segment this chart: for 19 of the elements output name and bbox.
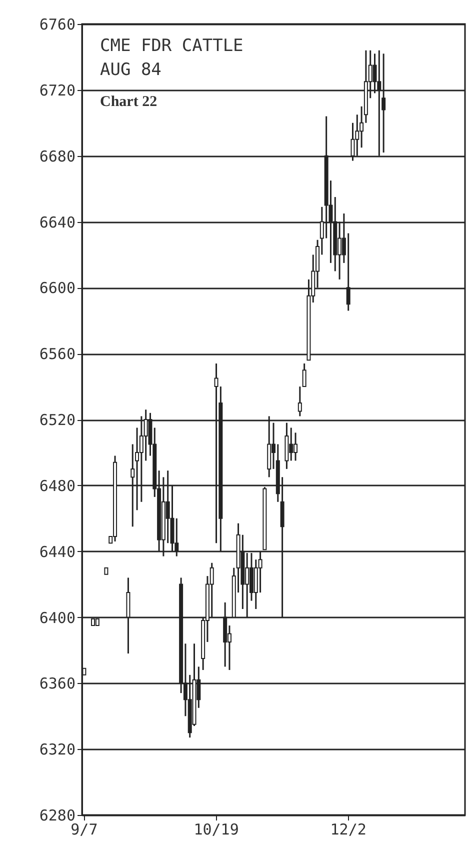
y-tick-label: 6600: [39, 279, 76, 298]
y-tick-label: 6440: [39, 542, 76, 561]
y-tick-label: 6720: [39, 81, 76, 100]
y-tick-label: 6520: [39, 411, 76, 429]
x-tick-label: 12/2: [330, 820, 366, 838]
candlestick: [298, 386, 302, 417]
y-tick-label: 6360: [39, 674, 76, 693]
y-tick-label: 6640: [39, 213, 76, 232]
y-tick-label: 6680: [39, 147, 76, 166]
x-tick-label: 10/19: [194, 820, 239, 838]
text: AUG 84: [100, 60, 162, 80]
y-tick-label: 6320: [39, 740, 76, 759]
candlestick: [302, 362, 306, 388]
text: CME FDR CATTLE: [100, 36, 244, 56]
y-tick-label: 6400: [39, 608, 76, 627]
y-tick-label: 6760: [39, 16, 76, 34]
y-tick-label: 6560: [39, 345, 76, 364]
y-tick-label: 6480: [39, 476, 76, 495]
annotation: Chart 22: [100, 94, 158, 110]
